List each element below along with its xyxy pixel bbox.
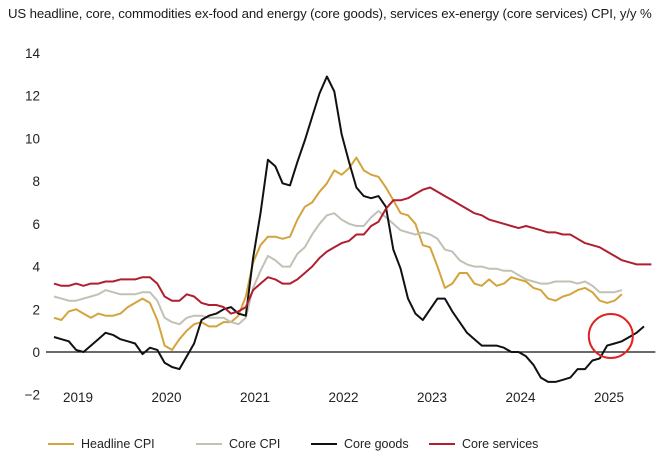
legend-swatch-headline-cpi xyxy=(48,443,74,445)
x-tick-label: 2022 xyxy=(328,390,358,405)
y-tick-label: 8 xyxy=(32,174,40,189)
y-tick-label: 6 xyxy=(32,217,40,232)
x-tick-label: 2019 xyxy=(63,390,93,405)
y-axis-tick-labels: −2 0 2 4 6 8 10 12 14 xyxy=(25,46,41,403)
y-tick-label: 12 xyxy=(25,89,40,104)
legend-item-core-goods: Core goods xyxy=(311,437,429,451)
chart-title: US headline, core, commodities ex-food a… xyxy=(8,6,652,21)
series-line-core-services xyxy=(53,186,652,315)
x-tick-label: 2020 xyxy=(151,390,181,405)
legend-item-core-cpi: Core CPI xyxy=(196,437,311,451)
legend-label-core-services: Core services xyxy=(462,437,539,451)
series-line-core-cpi xyxy=(53,210,623,326)
legend-swatch-core-goods xyxy=(311,443,337,445)
x-axis-tick-labels: 2019 2020 2021 2022 2023 2024 2025 xyxy=(63,390,624,405)
y-tick-label: 14 xyxy=(25,46,41,61)
legend-label-headline-cpi: Headline CPI xyxy=(81,437,155,451)
x-tick-label: 2023 xyxy=(417,390,447,405)
series-lines xyxy=(53,75,652,383)
legend-item-core-services: Core services xyxy=(429,437,538,451)
legend-swatch-core-services xyxy=(429,443,455,445)
y-tick-label: 2 xyxy=(32,302,40,317)
chart-legend: Headline CPI Core CPI Core goods Core se… xyxy=(48,437,538,451)
legend-label-core-cpi: Core CPI xyxy=(229,437,281,451)
legend-swatch-core-cpi xyxy=(196,443,222,445)
x-tick-label: 2021 xyxy=(240,390,270,405)
y-tick-label: 10 xyxy=(25,131,40,146)
highlight-circle-annotation xyxy=(587,312,634,359)
legend-label-core-goods: Core goods xyxy=(344,437,409,451)
x-tick-label: 2024 xyxy=(505,390,536,405)
y-tick-label: −2 xyxy=(25,388,40,403)
series-line-core-goods xyxy=(53,75,645,383)
x-tick-label: 2025 xyxy=(594,390,624,405)
series-line-headline-cpi xyxy=(53,156,623,351)
y-tick-label: 4 xyxy=(32,260,40,275)
y-tick-label: 0 xyxy=(32,345,40,360)
legend-item-headline-cpi: Headline CPI xyxy=(48,437,196,451)
